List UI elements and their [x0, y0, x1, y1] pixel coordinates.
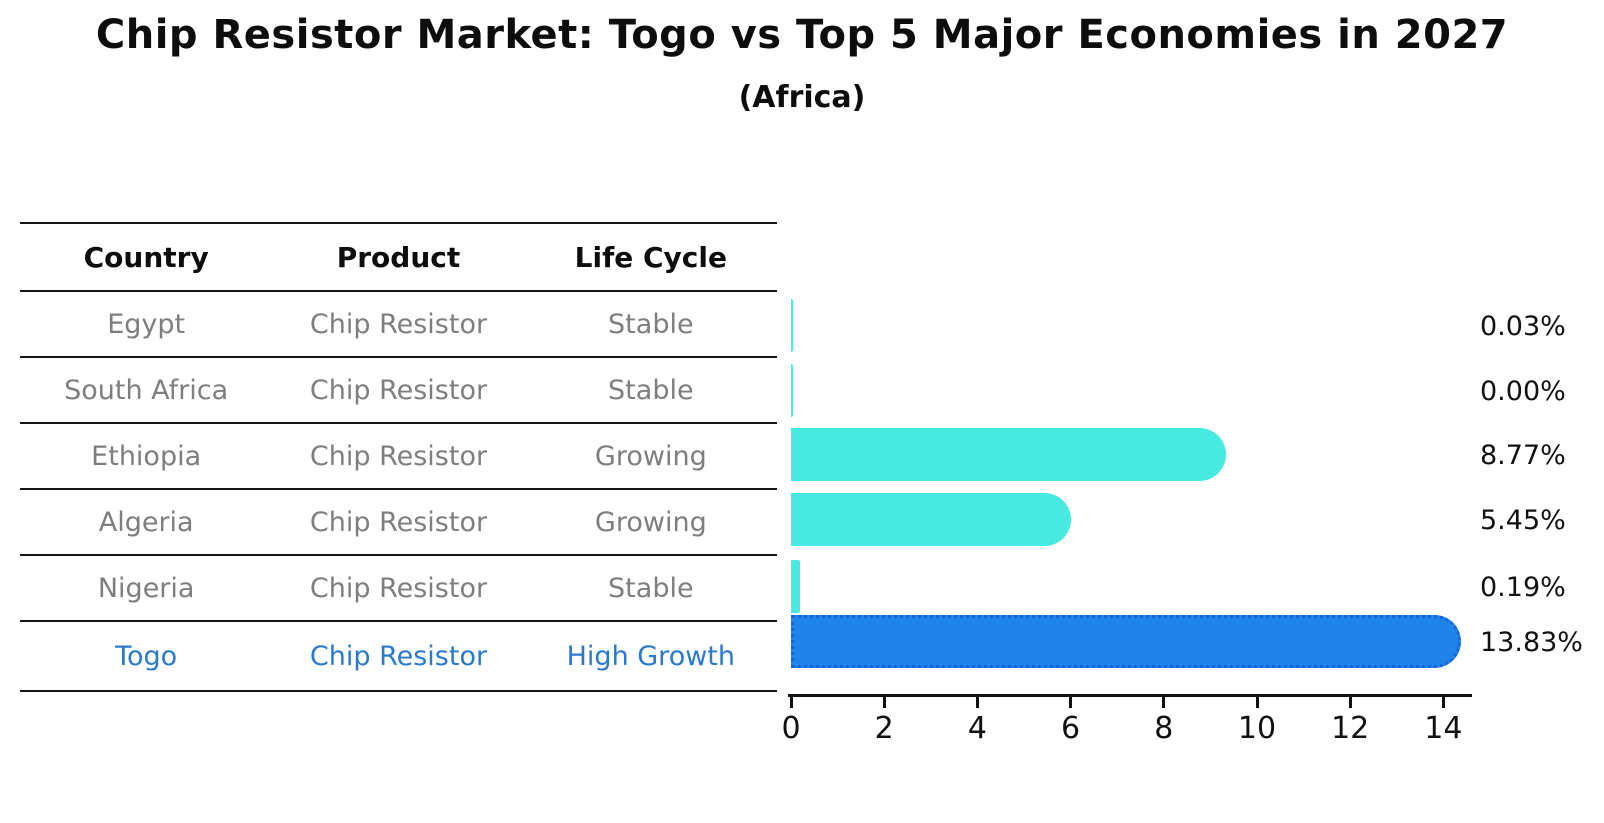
bar-south-africa — [791, 364, 793, 417]
bar-value-label-nigeria: 0.19% — [1480, 572, 1566, 603]
x-axis-tick-6 — [1069, 697, 1073, 708]
x-axis-tick-14 — [1441, 697, 1445, 708]
x-axis-tick-label-4: 4 — [967, 711, 987, 746]
bar-nigeria — [791, 560, 800, 613]
bar-value-label-egypt: 0.03% — [1480, 311, 1566, 342]
x-axis-tick-label-12: 12 — [1331, 711, 1370, 746]
product-cell: Chip Resistor — [309, 308, 488, 340]
bar-value-label-togo: 13.83% — [1480, 627, 1583, 658]
bar-value-label-algeria: 5.45% — [1480, 505, 1566, 536]
product-cell: Chip Resistor — [309, 440, 488, 472]
bar-togo — [791, 615, 1462, 668]
life-cycle-cell: Growing — [594, 440, 707, 472]
table-row-south-africa: South Africa Chip Resistor Stable — [20, 358, 777, 424]
life-cycle-cell: Stable — [608, 374, 694, 406]
product-cell: Chip Resistor — [309, 640, 488, 672]
x-axis-tick-4 — [975, 697, 979, 708]
x-axis-tick-10 — [1255, 697, 1259, 708]
x-axis-line — [788, 694, 1472, 697]
chart-subtitle: (Africa) — [738, 80, 866, 115]
x-axis-tick-12 — [1348, 697, 1352, 708]
country-cell: Ethiopia — [91, 440, 202, 472]
country-cell: South Africa — [64, 374, 229, 406]
country-cell: Nigeria — [97, 572, 195, 604]
country-cell: Togo — [115, 640, 178, 672]
country-cell: Egypt — [107, 308, 186, 340]
table-header-product: Product — [336, 240, 461, 274]
bar-value-label-south-africa: 0.00% — [1480, 376, 1566, 407]
product-cell: Chip Resistor — [309, 572, 488, 604]
table-row-algeria: Algeria Chip Resistor Growing — [20, 490, 777, 556]
x-axis-tick-2 — [882, 697, 886, 708]
table-body: Egypt Chip Resistor Stable South Africa Chip… — [20, 292, 777, 692]
life-cycle-cell: High Growth — [566, 640, 735, 672]
product-cell: Chip Resistor — [309, 506, 488, 538]
table-header-lifecycle: Life Cycle — [574, 240, 727, 274]
x-axis-tick-label-14: 14 — [1424, 711, 1463, 746]
bar-egypt — [791, 299, 793, 352]
x-axis-tick-label-0: 0 — [781, 711, 801, 746]
bar-ethiopia — [791, 428, 1226, 481]
country-cell: Algeria — [98, 506, 194, 538]
x-axis-tick-label-10: 10 — [1237, 711, 1277, 746]
life-cycle-cell: Stable — [608, 572, 694, 604]
table-row-togo: Togo Chip Resistor High Growth — [20, 622, 777, 692]
country-table: Country Product Life Cycle Egypt Chip Res… — [20, 222, 777, 692]
x-axis-tick-label-2: 2 — [874, 711, 894, 746]
bar-value-label-ethiopia: 8.77% — [1480, 440, 1566, 471]
x-axis-tick-0 — [789, 697, 793, 708]
x-axis-tick-label-8: 8 — [1154, 711, 1174, 746]
table-row-egypt: Egypt Chip Resistor Stable — [20, 292, 777, 358]
x-axis-tick-8 — [1162, 697, 1166, 708]
product-cell: Chip Resistor — [309, 374, 488, 406]
table-row-ethiopia: Ethiopia Chip Resistor Growing — [20, 424, 777, 490]
life-cycle-cell: Stable — [608, 308, 694, 340]
table-header-country: Country — [83, 240, 209, 274]
table-header-row: Country Product Life Cycle — [20, 224, 777, 292]
chart-title: Chip Resistor Market: Togo vs Top 5 Majo… — [95, 12, 1509, 58]
x-axis-tick-label-6: 6 — [1061, 711, 1081, 746]
life-cycle-cell: Growing — [594, 506, 707, 538]
table-row-nigeria: Nigeria Chip Resistor Stable — [20, 556, 777, 622]
bar-algeria — [791, 493, 1071, 546]
